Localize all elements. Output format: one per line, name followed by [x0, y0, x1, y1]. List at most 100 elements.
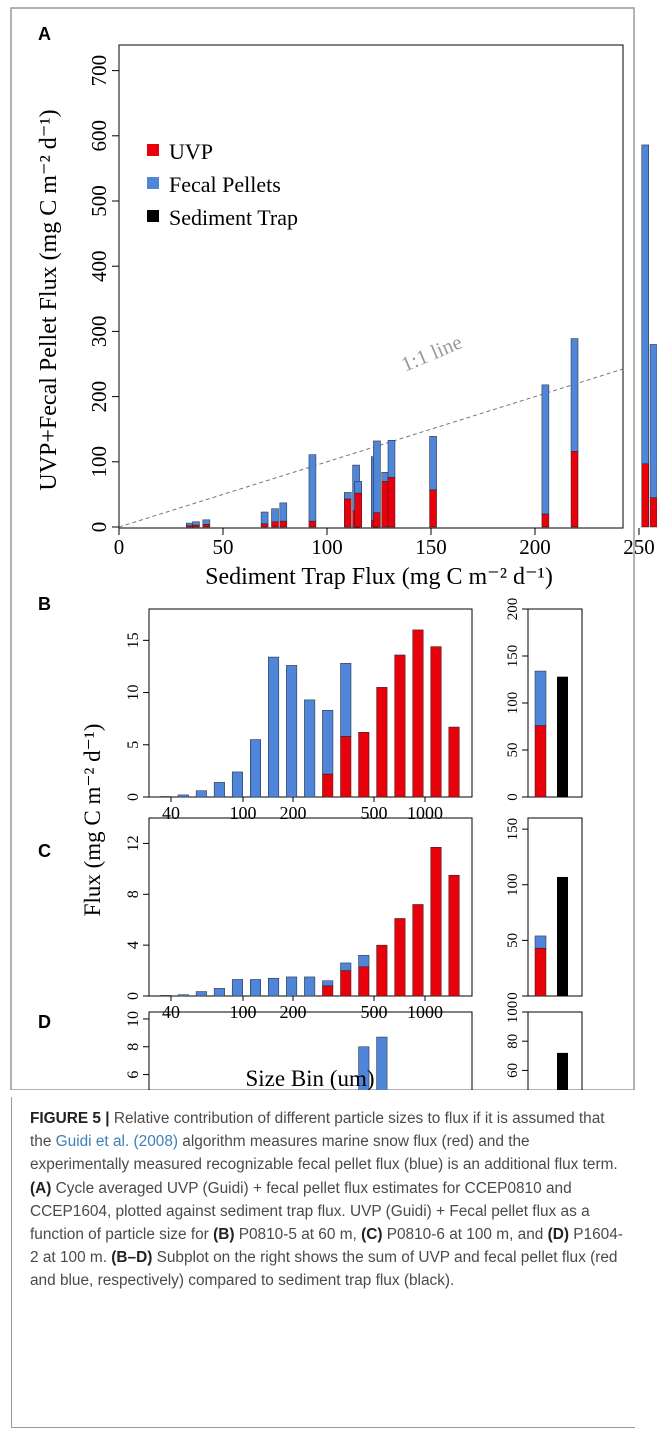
bar-fecal-pellets [304, 976, 316, 997]
summary-y-tick-label: 150 [505, 645, 521, 668]
summary-y-tick-label: 100 [505, 692, 521, 715]
bar-fecal-pellets [358, 1046, 370, 1090]
panel-c-summary-box [527, 817, 583, 997]
bar-fecal-pellets [177, 994, 189, 997]
bar-fecal-pellets [159, 995, 171, 997]
x-tick-label: 1000 [407, 803, 443, 823]
bar-uvp [271, 521, 279, 528]
caption-reference-link[interactable]: Guidi et al. (2008) [55, 1133, 179, 1151]
bar-fecal-pellets [354, 481, 362, 494]
y-tick-label: 0 [125, 992, 142, 1000]
caption-text-2: algorithm measures marine snow flux (red… [30, 1133, 618, 1174]
bar-uvp [394, 918, 406, 997]
y-tick-label: 12 [125, 835, 142, 851]
bar-uvp [430, 846, 442, 997]
panel-a-y-axis-label: UVP+Fecal Pellet Flux (mg C m⁻² d⁻¹) [36, 109, 62, 490]
flux-y-axis-label: Flux (mg C m⁻² d⁻¹) [80, 724, 105, 917]
bar-fecal-pellets [213, 782, 225, 798]
bar-uvp [202, 524, 211, 528]
panel-c-summary: 0 50 100 150 [505, 817, 583, 1000]
summary-bar-sediment-trap [557, 676, 568, 797]
summary-y-tick-label: 100 [505, 1001, 521, 1024]
bar-fecal-pellets [358, 955, 370, 968]
y-tick-label: 10 [125, 1011, 142, 1027]
bar-fecal-pellets [641, 144, 649, 465]
bar-uvp [354, 492, 362, 528]
summary-y-tick-label: 50 [505, 933, 521, 948]
y-tick-label: 200 [87, 381, 111, 413]
bar-fecal-pellets [381, 471, 389, 482]
x-tick-label: 40 [162, 803, 180, 823]
summary-y-tick-label: 50 [505, 743, 521, 758]
summary-bar-uvp [534, 725, 547, 798]
y-tick-label: 600 [87, 120, 111, 152]
y-tick-label: 700 [87, 55, 111, 87]
figure-caption-box: FIGURE 5 | Relative contribution of diff… [11, 1097, 635, 1428]
y-tick-label: 10 [125, 685, 142, 701]
bar-fecal-pellets [340, 663, 352, 737]
size-bin-x-axis-label: Size Bin (um) [245, 1066, 374, 1090]
bar-uvp [279, 520, 288, 528]
panel-a-x-axis-label: Sediment Trap Flux (mg C m⁻² d⁻¹) [205, 564, 553, 590]
bar-uvp [192, 524, 200, 528]
bar-uvp [322, 985, 334, 997]
bar-uvp [387, 477, 396, 528]
y-tick-label: 300 [87, 316, 111, 348]
summary-bar-fecal-pellets [534, 935, 547, 949]
summary-y-tick-label: 100 [505, 874, 521, 897]
bar-uvp [412, 629, 424, 798]
summary-y-tick-label: 80 [505, 1034, 521, 1049]
bar-uvp [541, 513, 550, 528]
bar-fecal-pellets [376, 1036, 388, 1090]
bar-uvp [373, 512, 381, 528]
summary-bar-uvp [534, 947, 547, 997]
bar-fecal-pellets [570, 338, 579, 452]
panel-d-size-spectrum: 4010020050010000246810 [125, 1011, 473, 1090]
bar-fecal-pellets [322, 980, 334, 987]
bar-uvp [260, 523, 269, 528]
bar-uvp [322, 773, 334, 798]
bar-uvp [448, 874, 460, 997]
legend-swatch-fecal-pellets [147, 177, 159, 189]
summary-bar-sediment-trap [557, 1052, 568, 1090]
bar-fecal-pellets [373, 440, 381, 513]
caption-bold-c: (C) [361, 1226, 383, 1244]
caption-text-3: Cycle averaged UVP (Guidi) + fecal pelle… [30, 1179, 590, 1244]
bar-uvp [340, 736, 352, 798]
bar-fecal-pellets [260, 511, 269, 524]
figure-caption: FIGURE 5 | Relative contribution of diff… [30, 1107, 630, 1293]
bar-fecal-pellets [286, 976, 298, 997]
bar-uvp [641, 463, 649, 528]
summary-bar-fecal-pellets [534, 670, 547, 726]
caption-bold-b: (B) [213, 1226, 235, 1244]
panel-label-a: A [38, 24, 51, 44]
panel-a-scatter-bars: 0 50 100 150 200 250 0 100 200 300 400 500 600 700 1:… [36, 44, 657, 590]
y-tick-label: 8 [125, 1043, 142, 1051]
panel-label-d: D [38, 1012, 51, 1032]
x-tick-label: 200 [519, 535, 551, 559]
panel-b-summary: 0 50 100 150 200 [505, 598, 583, 801]
panel-c-plot-box [148, 817, 473, 997]
bar-fecal-pellets [340, 962, 352, 971]
bar-fecal-pellets [286, 665, 298, 798]
bar-fecal-pellets [202, 519, 211, 525]
bar-uvp [358, 966, 370, 997]
bar-fecal-pellets [250, 979, 261, 997]
bar-fecal-pellets [195, 790, 207, 798]
bar-uvp [381, 481, 389, 528]
bar-fecal-pellets [344, 492, 352, 500]
bar-fecal-pellets [268, 977, 280, 997]
x-tick-label: 0 [114, 535, 125, 559]
bar-fecal-pellets [231, 771, 243, 798]
bar-uvp [430, 646, 442, 798]
y-tick-label: 6 [125, 1071, 142, 1079]
caption-text-4: P0810-5 at 60 m, [234, 1226, 362, 1244]
x-tick-label: 100 [311, 535, 343, 559]
bar-uvp [394, 654, 406, 798]
bar-fecal-pellets [387, 440, 396, 478]
caption-label: FIGURE 5 | [30, 1110, 110, 1127]
one-to-one-line-label: 1:1 line [398, 330, 466, 377]
x-tick-label: 100 [230, 803, 257, 823]
y-tick-label: 15 [125, 632, 142, 648]
bar-fecal-pellets [279, 502, 288, 522]
